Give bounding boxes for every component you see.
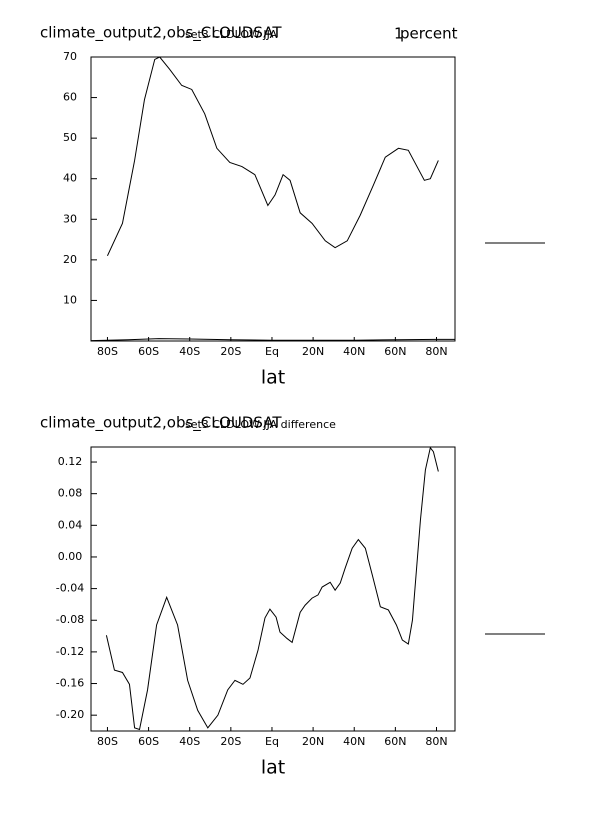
- x-tick-label: 60N: [384, 345, 406, 358]
- x-tick-label: 20S: [220, 735, 241, 748]
- y-tick-label: -0.12: [56, 645, 84, 658]
- x-tick-label: 60S: [138, 345, 159, 358]
- x-axis-label: lat: [261, 367, 285, 389]
- y-tick-label: 50: [63, 131, 77, 144]
- y-tick-label: 40: [63, 172, 77, 185]
- x-tick-label: 80S: [97, 735, 118, 748]
- y-tick-label: -0.08: [56, 613, 84, 626]
- x-tick-label: 40S: [179, 735, 200, 748]
- x-tick-label: 20N: [302, 345, 324, 358]
- annotation: 1: [394, 25, 404, 43]
- x-tick-label: 20N: [302, 735, 324, 748]
- y-tick-label: 20: [63, 253, 77, 266]
- x-axis-label: lat: [261, 757, 285, 779]
- plot-frame: [90, 56, 456, 342]
- chart-title: climate_output2,obs_CLOUDSAT: [40, 24, 282, 43]
- data-line: [90, 338, 455, 342]
- chart-subtitle: set3 CLDLOW JJA: [185, 28, 278, 41]
- units: percent: [400, 25, 458, 43]
- y-tick-label: -0.16: [56, 677, 84, 690]
- y-tick-label: 70: [63, 50, 77, 63]
- x-tick-label: 20S: [220, 345, 241, 358]
- x-tick-label: 80N: [425, 735, 447, 748]
- y-tick-label: 0.12: [58, 455, 83, 468]
- y-tick-label: 0.08: [58, 487, 83, 500]
- x-tick-label: 40N: [343, 735, 365, 748]
- y-tick-label: -0.04: [56, 582, 84, 595]
- x-tick-label: 60S: [138, 735, 159, 748]
- chart-title: climate_output2,obs_CLOUDSAT: [40, 414, 282, 433]
- x-tick-label: Eq: [265, 735, 279, 748]
- x-tick-label: 40N: [343, 345, 365, 358]
- x-tick-label: Eq: [265, 345, 279, 358]
- y-tick-label: -0.20: [56, 708, 84, 721]
- y-tick-label: 60: [63, 91, 77, 104]
- x-tick-label: 80N: [425, 345, 447, 358]
- data-line: [105, 446, 439, 731]
- chart-subtitle: set3 CLDLOW JJA difference: [185, 418, 336, 431]
- y-tick-label: 30: [63, 212, 77, 225]
- y-tick-label: 0.00: [58, 550, 83, 563]
- x-tick-label: 60N: [384, 735, 406, 748]
- x-tick-label: 40S: [179, 345, 200, 358]
- data-line: [106, 56, 439, 257]
- x-tick-label: 80S: [97, 345, 118, 358]
- y-tick-label: 0.04: [58, 518, 83, 531]
- y-tick-label: 10: [63, 293, 77, 306]
